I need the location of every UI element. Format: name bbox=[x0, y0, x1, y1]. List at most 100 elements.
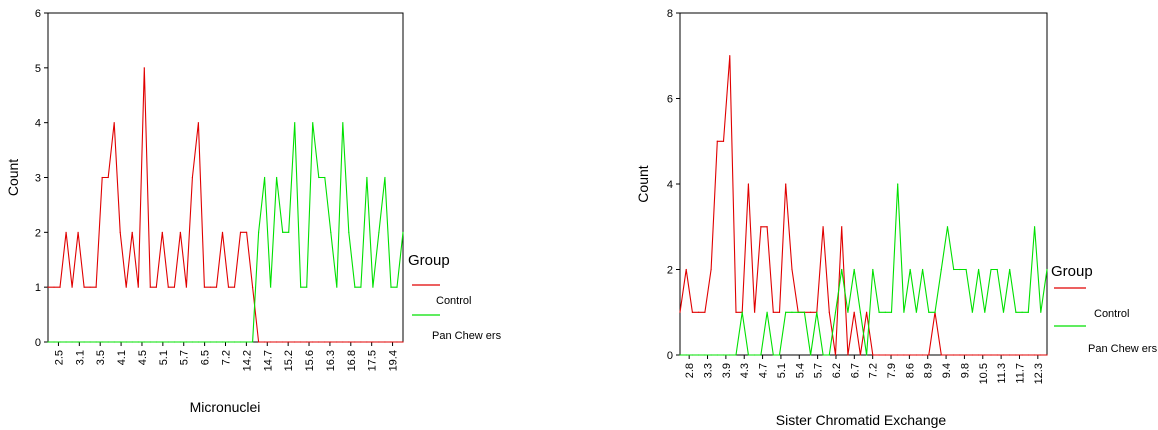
data-point bbox=[1009, 354, 1011, 356]
data-point bbox=[747, 183, 750, 185]
data-point bbox=[1021, 311, 1023, 313]
data-point bbox=[810, 311, 812, 313]
data-point bbox=[221, 231, 224, 233]
data-point bbox=[971, 311, 973, 313]
data-point bbox=[342, 122, 344, 124]
data-point bbox=[803, 311, 806, 313]
data-point bbox=[847, 354, 849, 356]
data-point bbox=[704, 354, 706, 356]
data-point bbox=[300, 286, 302, 288]
data-point bbox=[312, 122, 314, 124]
data-point bbox=[348, 231, 350, 233]
data-point bbox=[155, 341, 157, 343]
data-point bbox=[378, 231, 380, 233]
data-point bbox=[342, 341, 344, 343]
data-point bbox=[306, 286, 308, 288]
data-point bbox=[257, 231, 260, 233]
data-point bbox=[59, 286, 61, 288]
legend-label: Control bbox=[436, 295, 471, 307]
data-point bbox=[149, 286, 151, 288]
x-tick-label: 6.7 bbox=[849, 363, 861, 378]
data-point bbox=[747, 354, 750, 356]
x-tick-label: 7.9 bbox=[886, 363, 898, 378]
data-point bbox=[101, 341, 103, 343]
data-point bbox=[722, 140, 725, 142]
data-point bbox=[890, 354, 893, 356]
data-point bbox=[996, 268, 998, 271]
data-point bbox=[791, 311, 793, 313]
data-point bbox=[959, 268, 961, 271]
data-point bbox=[95, 341, 97, 343]
data-point bbox=[324, 341, 326, 343]
legend-title: Group bbox=[408, 252, 450, 269]
data-point bbox=[984, 311, 986, 313]
data-point bbox=[378, 341, 380, 343]
data-point bbox=[65, 231, 67, 233]
x-tick-label: 6.2 bbox=[831, 363, 843, 378]
x-tick-label: 12.3 bbox=[1033, 363, 1045, 384]
data-point bbox=[872, 354, 874, 356]
data-point bbox=[698, 311, 700, 313]
data-point bbox=[977, 354, 980, 356]
data-point bbox=[173, 286, 175, 288]
data-point bbox=[53, 341, 55, 343]
data-point bbox=[251, 341, 254, 343]
y-tick-label: 4 bbox=[35, 118, 41, 130]
y-tick-label: 0 bbox=[667, 350, 673, 362]
x-tick-label: 15.2 bbox=[283, 350, 295, 371]
data-point bbox=[131, 341, 133, 343]
data-point bbox=[828, 354, 830, 356]
data-point bbox=[288, 341, 290, 343]
series-line bbox=[48, 122, 404, 343]
data-point bbox=[149, 341, 151, 343]
data-point bbox=[722, 354, 725, 356]
x-tick-label: 2.8 bbox=[684, 363, 696, 378]
data-point bbox=[318, 341, 320, 343]
y-tick-label: 6 bbox=[35, 8, 41, 20]
data-point bbox=[1046, 354, 1048, 356]
data-point bbox=[143, 341, 145, 343]
data-point bbox=[1046, 268, 1048, 271]
x-tick-label: 8.6 bbox=[904, 363, 916, 378]
data-point bbox=[131, 231, 133, 233]
data-point bbox=[729, 354, 731, 356]
data-point bbox=[921, 354, 924, 356]
data-point bbox=[324, 176, 326, 179]
data-point bbox=[1027, 311, 1029, 313]
data-point bbox=[859, 311, 861, 313]
x-tick-label: 5.1 bbox=[776, 363, 788, 378]
y-axis-title: Count bbox=[635, 165, 651, 202]
legend: Group Control Pan Chew ers bbox=[1051, 263, 1158, 355]
data-point bbox=[735, 354, 737, 356]
series-line bbox=[48, 67, 403, 343]
data-point bbox=[890, 311, 893, 313]
series-control bbox=[679, 55, 1048, 356]
data-point bbox=[294, 341, 296, 343]
data-point bbox=[245, 341, 248, 343]
data-point bbox=[288, 231, 290, 233]
series-control bbox=[47, 67, 404, 343]
data-point bbox=[167, 341, 169, 343]
data-point bbox=[396, 286, 398, 288]
data-point bbox=[940, 354, 942, 356]
data-point bbox=[336, 341, 338, 343]
data-point bbox=[866, 354, 868, 356]
data-point bbox=[872, 268, 874, 271]
data-point bbox=[330, 231, 332, 233]
data-point bbox=[65, 341, 67, 343]
data-point bbox=[396, 341, 398, 343]
data-point bbox=[113, 341, 115, 343]
x-tick-label: 3.1 bbox=[74, 350, 86, 365]
data-point bbox=[245, 231, 248, 233]
data-point bbox=[897, 183, 899, 185]
data-point bbox=[921, 268, 924, 271]
data-point bbox=[940, 268, 942, 271]
data-point bbox=[841, 226, 843, 228]
data-point bbox=[215, 286, 218, 288]
data-point bbox=[330, 341, 332, 343]
data-point bbox=[209, 286, 212, 288]
data-point bbox=[822, 226, 824, 228]
x-tick-label: 14.2 bbox=[241, 350, 253, 371]
data-point bbox=[119, 341, 121, 343]
data-point bbox=[760, 226, 762, 228]
